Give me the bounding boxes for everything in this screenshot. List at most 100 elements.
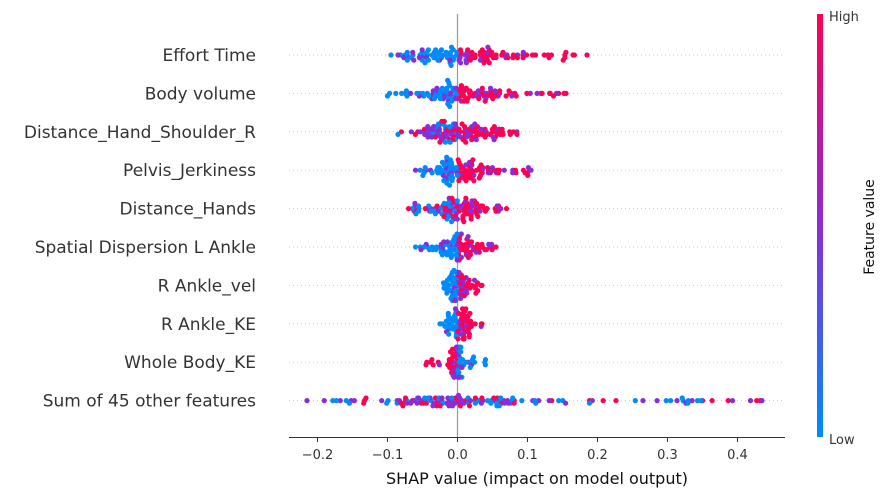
- shap-point: [447, 57, 453, 63]
- shap-point: [346, 400, 352, 406]
- shap-point: [476, 175, 482, 181]
- shap-point: [361, 400, 367, 406]
- shap-point: [725, 398, 731, 404]
- shap-point: [490, 96, 496, 102]
- shap-point: [510, 55, 516, 61]
- shap-point: [417, 167, 423, 173]
- feature-label: Effort Time: [162, 46, 256, 66]
- shap-point: [489, 247, 495, 253]
- shap-point: [422, 165, 428, 171]
- shap-point: [613, 398, 619, 404]
- shap-point: [465, 47, 471, 53]
- shap-point: [556, 398, 562, 404]
- shap-point: [439, 159, 445, 165]
- shap-point: [467, 398, 474, 404]
- shap-point: [709, 398, 715, 404]
- shap-point: [435, 57, 441, 63]
- shap-point: [423, 400, 429, 406]
- shap-point: [425, 134, 431, 140]
- shap-point: [459, 357, 466, 363]
- shap-point: [482, 362, 488, 368]
- x-axis-label: SHAP value (impact on model output): [386, 469, 688, 488]
- shap-point: [479, 282, 485, 288]
- shap-point: [453, 165, 459, 171]
- shap-point: [524, 90, 530, 96]
- shap-point: [449, 403, 456, 409]
- shap-point: [458, 60, 464, 66]
- shap-point: [408, 400, 414, 406]
- shap-point: [463, 178, 469, 184]
- shap-point: [463, 195, 469, 201]
- shap-point: [444, 252, 450, 258]
- shap-point: [458, 331, 464, 337]
- shap-point: [411, 57, 417, 63]
- shap-point: [351, 398, 357, 404]
- shap-point: [425, 124, 431, 130]
- shap-point: [759, 398, 765, 404]
- shap-point: [437, 96, 443, 102]
- shap-point: [420, 172, 426, 178]
- shap-point: [428, 208, 434, 214]
- shap-point: [454, 172, 461, 178]
- shap-point: [465, 234, 471, 240]
- shap-point: [464, 211, 470, 217]
- shap-point: [463, 241, 469, 247]
- x-tick-label: 0.4: [727, 448, 748, 463]
- colorbar-high-label: High: [829, 10, 859, 25]
- shap-point: [570, 52, 576, 58]
- shap-point: [470, 157, 476, 163]
- shap-point: [485, 44, 491, 50]
- shap-point: [457, 374, 463, 380]
- shap-point: [477, 57, 483, 63]
- shap-point: [475, 88, 481, 94]
- shap-point: [514, 55, 521, 61]
- shap-point: [493, 208, 499, 214]
- shap-point: [459, 247, 465, 253]
- shap-point: [404, 93, 410, 99]
- shap-point: [489, 49, 495, 56]
- feature-labels: Effort Time Body volume Distance_Hand_Shou…: [24, 46, 256, 412]
- shap-point: [698, 398, 704, 404]
- shap-point: [539, 90, 545, 96]
- shap-point: [469, 198, 475, 204]
- colorbar-title: Feature value: [862, 179, 878, 275]
- shap-point: [520, 55, 526, 61]
- shap-point: [522, 170, 528, 176]
- x-axis-ticks: −0.2 −0.1 0.0 0.1 0.2 0.3 0.4: [302, 437, 748, 463]
- shap-point: [404, 57, 410, 63]
- shap-point: [503, 206, 510, 212]
- feature-label: Sum of 45 other features: [43, 392, 256, 412]
- shap-point: [471, 354, 477, 360]
- shap-point: [546, 55, 552, 61]
- shap-point: [467, 88, 473, 94]
- shap-point: [439, 252, 445, 258]
- shap-point: [483, 247, 489, 253]
- shap-point: [491, 395, 497, 401]
- shap-point: [444, 290, 450, 296]
- shap-point: [461, 400, 467, 406]
- shap-point: [484, 131, 490, 137]
- feature-label: R Ankle_vel: [158, 276, 256, 296]
- shap-point: [466, 334, 472, 340]
- shap-point: [418, 247, 424, 253]
- shap-point: [442, 139, 448, 145]
- shap-point: [410, 49, 416, 56]
- shap-point: [412, 131, 418, 137]
- shap-point: [694, 398, 701, 404]
- shap-point: [446, 331, 452, 337]
- shap-point: [440, 280, 447, 286]
- shap-point: [500, 49, 506, 56]
- shap-point: [379, 398, 385, 404]
- shap-point: [478, 126, 484, 132]
- shap-point: [584, 52, 590, 58]
- shap-point: [502, 400, 508, 406]
- shap-point: [405, 206, 412, 212]
- shap-point: [473, 137, 479, 143]
- feature-label: R Ankle_KE: [161, 315, 256, 335]
- shap-point: [447, 139, 453, 145]
- shap-point: [479, 47, 485, 53]
- shap-point: [454, 216, 460, 222]
- shap-point: [454, 344, 460, 350]
- shap-point: [442, 323, 448, 329]
- shap-point: [408, 90, 414, 96]
